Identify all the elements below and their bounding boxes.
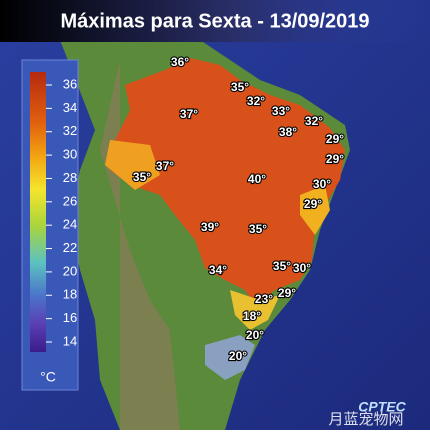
temperature-label: 20°: [229, 349, 247, 363]
temperature-label: 35°: [273, 259, 291, 273]
cold-zone: [205, 335, 255, 380]
legend-tick-label: 24: [63, 217, 77, 232]
legend-tick-label: 32: [63, 123, 77, 138]
temperature-label: 35°: [231, 80, 249, 94]
temperature-label: 39°: [201, 220, 219, 234]
legend-tick-label: 22: [63, 240, 77, 255]
brazil: [110, 58, 345, 305]
legend-tick-label: 36: [63, 76, 77, 91]
temperature-label: 29°: [278, 286, 296, 300]
south-zone: [230, 290, 280, 330]
legend-unit: °C: [40, 369, 56, 385]
legend-tick-label: 26: [63, 193, 77, 208]
temperature-label: 35°: [133, 170, 151, 184]
temperature-label: 37°: [180, 107, 198, 121]
title-bar: [0, 0, 430, 42]
legend-tick-label: 30: [63, 147, 77, 162]
watermark: 月蓝宠物网: [328, 411, 403, 428]
temperature-label: 35°: [249, 222, 267, 236]
legend-tick-label: 20: [63, 263, 77, 278]
temperature-label: 30°: [293, 261, 311, 275]
logo: CPTEC: [358, 399, 406, 415]
legend-tick-label: 14: [63, 333, 77, 348]
legend-tick-label: 28: [63, 170, 77, 185]
temperature-label: 29°: [326, 152, 344, 166]
temperature-label: 34°: [209, 263, 227, 277]
temperature-label: 30°: [313, 177, 331, 191]
legend-scale: [30, 72, 46, 352]
temperature-label: 32°: [247, 94, 265, 108]
legend-tick-label: 34: [63, 100, 77, 115]
temperature-label: 37°: [156, 159, 174, 173]
coast-zone: [300, 185, 330, 235]
temperature-label: 29°: [304, 197, 322, 211]
temperature-label: 33°: [272, 104, 290, 118]
temperature-label: 29°: [326, 132, 344, 146]
temperature-label: 32°: [305, 114, 323, 128]
warm-zone: [105, 140, 160, 190]
temperature-label: 38°: [279, 125, 297, 139]
legend-tick-label: 16: [63, 310, 77, 325]
legend-tick-label: 18: [63, 287, 77, 302]
title: Máximas para Sexta - 13/09/2019: [60, 10, 369, 32]
temperature-label: 23°: [255, 292, 273, 306]
temperature-label: 18°: [243, 309, 261, 323]
temperature-label: 36°: [171, 55, 189, 69]
temperature-label: 40°: [248, 172, 266, 186]
temperature-label: 20°: [246, 328, 264, 342]
